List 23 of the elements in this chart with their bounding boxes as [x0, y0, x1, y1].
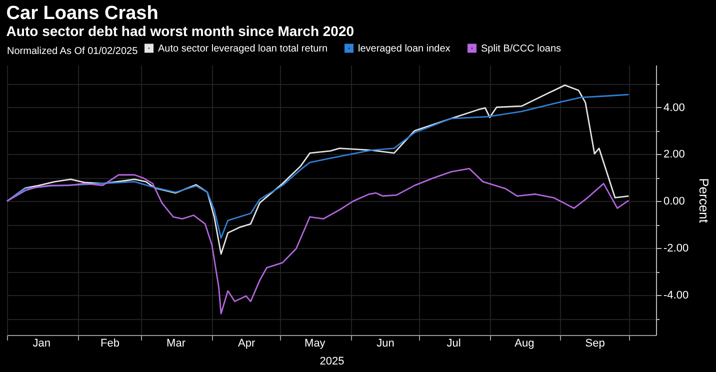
legend-label: Auto sector leveraged loan total return — [158, 43, 328, 54]
y-tick-label: 4.00 — [664, 102, 685, 114]
line-series — [6, 168, 630, 314]
x-axis-title: 2025 — [320, 356, 344, 368]
y-tick-label: 2.00 — [664, 148, 685, 161]
x-tick-label: Feb — [100, 338, 120, 350]
x-tick-label: Apr — [238, 338, 256, 350]
y-axis-title: Percent — [696, 178, 712, 224]
x-tick-label: Sep — [585, 338, 605, 350]
x-tick-label: Mar — [166, 338, 186, 350]
legend-label: leveraged loan index — [358, 43, 450, 54]
legend-title: Normalized As Of 01/02/2025 — [7, 46, 138, 57]
x-tick-label: Jan — [32, 338, 51, 350]
chart-subtitle: Auto sector debt had worst month since March 2020 — [6, 23, 354, 39]
y-tick-label: -4.00 — [664, 290, 689, 302]
x-tick-label: Jul — [446, 338, 461, 350]
y-tick-label: 0.00 — [664, 196, 685, 208]
x-tick-label: Jun — [376, 338, 394, 350]
legend-label: Split B/CCC loans — [481, 43, 562, 54]
x-tick-label: Aug — [514, 338, 534, 350]
y-tick-label: -2.00 — [664, 242, 689, 255]
chart-title: Car Loans Crash — [6, 3, 158, 24]
x-tick-label: May — [304, 338, 326, 350]
